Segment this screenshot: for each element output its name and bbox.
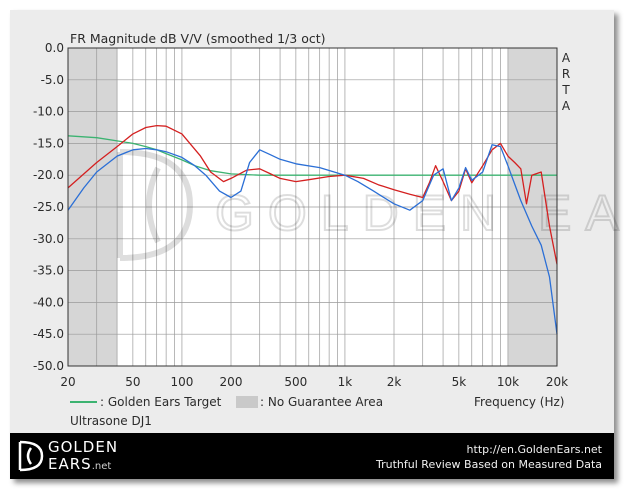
footer-tagline: Truthful Review Based on Measured Data <box>376 458 602 471</box>
x-tick-labels: 20 50 100 200 500 1k 2k 5k 10k 20k <box>60 375 568 389</box>
y-tick-label: -20.0 <box>33 168 64 182</box>
grid-lines <box>68 48 557 366</box>
logo-ears-word: EARS <box>48 455 92 473</box>
arta-letter: T <box>561 83 570 97</box>
x-tick-label: 1k <box>338 375 353 389</box>
y-tick-label: -25.0 <box>33 200 64 214</box>
footer-url[interactable]: http://en.GoldenEars.net <box>466 443 602 456</box>
arta-letter: A <box>562 99 571 113</box>
legend-area-swatch <box>236 396 258 408</box>
footer-bar: GOLDEN EARS.net http://en.GoldenEars.net… <box>10 433 614 479</box>
x-tick-label: 10k <box>497 375 519 389</box>
y-tick-label: -45.0 <box>33 327 64 341</box>
x-tick-label: 50 <box>125 375 140 389</box>
watermark-text: GOLDEN EARS <box>215 185 630 241</box>
x-tick-label: 20k <box>546 375 568 389</box>
legend-target-label: : Golden Ears Target <box>100 395 222 409</box>
series-line-golden-ears-target <box>67 135 557 176</box>
y-tick-label: -5.0 <box>41 73 64 87</box>
y-tick-label: -40.0 <box>33 295 64 309</box>
legend-area-label: : No Guarantee Area <box>260 395 384 409</box>
x-tick-label: 500 <box>284 375 307 389</box>
y-tick-label: -30.0 <box>33 232 64 246</box>
y-tick-label: 0.0 <box>45 41 64 55</box>
logo-net: .net <box>91 461 112 472</box>
x-tick-label: 100 <box>170 375 193 389</box>
x-tick-label: 20 <box>60 375 75 389</box>
y-tick-label: -10.0 <box>33 105 64 119</box>
ear-logo-icon <box>18 440 44 472</box>
plot-border <box>67 47 558 367</box>
watermark-ear-icon <box>117 149 194 261</box>
y-tick-label: -15.0 <box>33 136 64 150</box>
chart-title: FR Magnitude dB V/V (smoothed 1/3 oct) <box>70 31 326 46</box>
golden-ears-watermark: GOLDEN EARS <box>117 149 630 261</box>
y-tick-label: -50.0 <box>33 359 64 373</box>
arta-letter: A <box>562 51 571 65</box>
x-tick-label: 2k <box>387 375 402 389</box>
series-lines <box>67 124 558 335</box>
x-axis-label: Frequency (Hz) <box>474 395 565 409</box>
logo-golden: GOLDEN <box>48 438 119 456</box>
y-tick-label: -35.0 <box>33 264 64 278</box>
logo-ears: EARS.net <box>48 457 111 474</box>
series-line-left-channel <box>67 124 558 265</box>
series-line-right-channel <box>67 144 558 335</box>
arta-letter: R <box>562 67 570 81</box>
chart-subtitle: Ultrasone DJ1 <box>70 414 152 428</box>
x-tick-label: 200 <box>220 375 243 389</box>
y-tick-labels: 0.0 -5.0 -10.0 -15.0 -20.0 -25.0 -30.0 -35.0 -40… <box>33 41 64 373</box>
x-tick-label: 5k <box>452 375 467 389</box>
